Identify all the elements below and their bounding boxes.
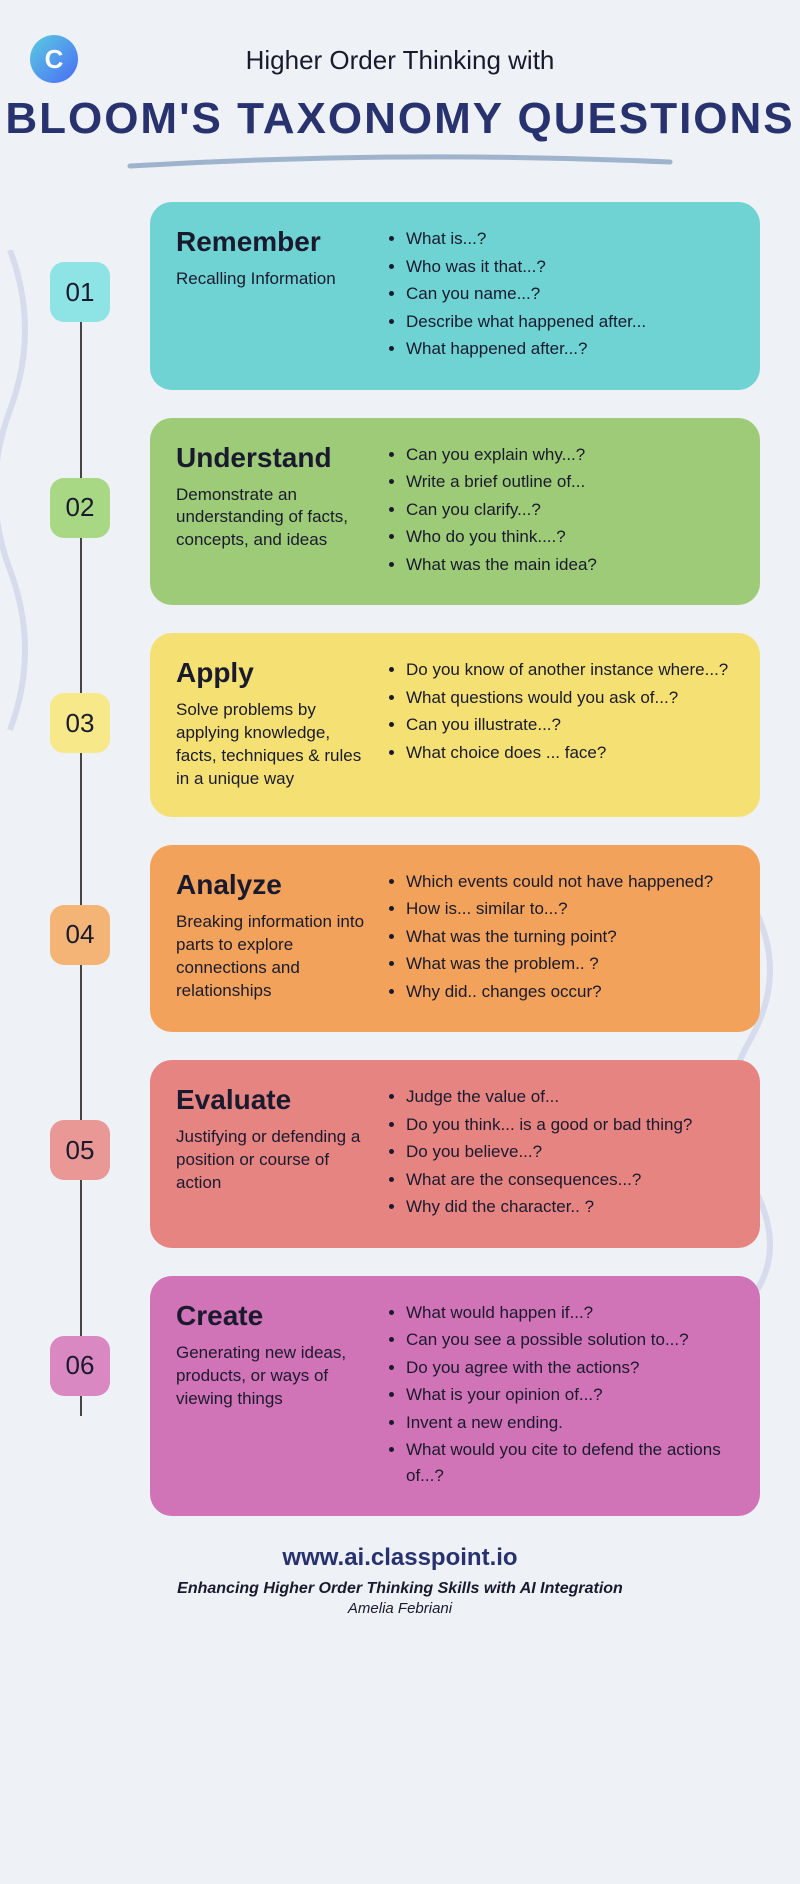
level-row: 01 Remember Recalling Information What is..…: [40, 202, 760, 390]
card-right: Do you know of another instance where...…: [386, 657, 734, 791]
question-item: Who do you think....?: [406, 524, 734, 550]
level-row: 03 Apply Solve problems by applying knowle…: [40, 633, 760, 817]
card-right: What would happen if...?Can you see a po…: [386, 1300, 734, 1491]
level-row: 06 Create Generating new ideas, products, …: [40, 1276, 760, 1517]
question-item: What was the main idea?: [406, 552, 734, 578]
level-card: Apply Solve problems by applying knowledg…: [150, 633, 760, 817]
question-item: What happened after...?: [406, 336, 734, 362]
question-item: What would happen if...?: [406, 1300, 734, 1326]
question-item: Do you know of another instance where...…: [406, 657, 734, 683]
card-left: Evaluate Justifying or defending a positi…: [176, 1084, 366, 1222]
question-item: Write a brief outline of...: [406, 469, 734, 495]
question-item: Do you believe...?: [406, 1139, 734, 1165]
question-item: Why did.. changes occur?: [406, 979, 734, 1005]
footer-url: www.ai.classpoint.io: [0, 1544, 800, 1572]
question-list: Which events could not have happened?How…: [386, 869, 734, 1005]
level-row: 04 Analyze Breaking information into parts…: [40, 845, 760, 1033]
question-item: What was the problem.. ?: [406, 951, 734, 977]
question-item: What was the turning point?: [406, 924, 734, 950]
question-item: Can you explain why...?: [406, 442, 734, 468]
footer-tagline: Enhancing Higher Order Thinking Skills w…: [0, 1580, 800, 1598]
question-item: Who was it that...?: [406, 254, 734, 280]
level-number: 03: [50, 693, 110, 753]
question-item: What are the consequences...?: [406, 1167, 734, 1193]
question-list: What is...?Who was it that...?Can you na…: [386, 226, 734, 362]
question-item: Which events could not have happened?: [406, 869, 734, 895]
levels-container: 01 Remember Recalling Information What is..…: [0, 202, 800, 1516]
level-title: Create: [176, 1300, 366, 1332]
level-title: Remember: [176, 226, 366, 258]
level-row: 02 Understand Demonstrate an understanding…: [40, 418, 760, 606]
question-item: Do you think... is a good or bad thing?: [406, 1112, 734, 1138]
level-card: Create Generating new ideas, products, or…: [150, 1276, 760, 1517]
footer-author: Amelia Febriani: [0, 1600, 800, 1617]
main-title: BLOOM'S TAXONOMY QUESTIONS: [0, 94, 800, 144]
logo-icon: C: [30, 35, 78, 83]
card-left: Remember Recalling Information: [176, 226, 366, 364]
question-item: Can you clarify...?: [406, 497, 734, 523]
level-desc: Breaking information into parts to explo…: [176, 911, 366, 1003]
level-card: Understand Demonstrate an understanding o…: [150, 418, 760, 606]
level-number: 02: [50, 478, 110, 538]
level-title: Evaluate: [176, 1084, 366, 1116]
header: Higher Order Thinking with BLOOM'S TAXON…: [0, 0, 800, 172]
question-item: What is...?: [406, 226, 734, 252]
card-right: Judge the value of...Do you think... is …: [386, 1084, 734, 1222]
level-number: 05: [50, 1120, 110, 1180]
question-item: What is your opinion of...?: [406, 1382, 734, 1408]
card-left: Create Generating new ideas, products, or…: [176, 1300, 366, 1491]
question-item: Do you agree with the actions?: [406, 1355, 734, 1381]
level-row: 05 Evaluate Justifying or defending a posi…: [40, 1060, 760, 1248]
question-item: Describe what happened after...: [406, 309, 734, 335]
card-right: Which events could not have happened?How…: [386, 869, 734, 1007]
title-underline: [120, 152, 680, 172]
level-card: Evaluate Justifying or defending a positi…: [150, 1060, 760, 1248]
level-card: Analyze Breaking information into parts t…: [150, 845, 760, 1033]
question-item: What choice does ... face?: [406, 740, 734, 766]
level-title: Analyze: [176, 869, 366, 901]
question-item: What questions would you ask of...?: [406, 685, 734, 711]
question-item: Can you illustrate...?: [406, 712, 734, 738]
level-number: 06: [50, 1336, 110, 1396]
footer: www.ai.classpoint.io Enhancing Higher Or…: [0, 1544, 800, 1617]
question-item: What would you cite to defend the action…: [406, 1437, 734, 1488]
question-list: Do you know of another instance where...…: [386, 657, 734, 765]
level-title: Understand: [176, 442, 366, 474]
level-number: 01: [50, 262, 110, 322]
level-desc: Generating new ideas, products, or ways …: [176, 1342, 366, 1411]
question-list: What would happen if...?Can you see a po…: [386, 1300, 734, 1489]
question-item: Invent a new ending.: [406, 1410, 734, 1436]
card-left: Apply Solve problems by applying knowledg…: [176, 657, 366, 791]
pretitle: Higher Order Thinking with: [0, 45, 800, 76]
level-desc: Justifying or defending a position or co…: [176, 1126, 366, 1195]
level-number: 04: [50, 905, 110, 965]
question-item: Judge the value of...: [406, 1084, 734, 1110]
card-right: Can you explain why...?Write a brief out…: [386, 442, 734, 580]
level-desc: Solve problems by applying knowledge, fa…: [176, 699, 366, 791]
question-item: Can you name...?: [406, 281, 734, 307]
card-left: Analyze Breaking information into parts t…: [176, 869, 366, 1007]
question-item: Can you see a possible solution to...?: [406, 1327, 734, 1353]
level-desc: Recalling Information: [176, 268, 366, 291]
question-item: How is... similar to...?: [406, 896, 734, 922]
question-item: Why did the character.. ?: [406, 1194, 734, 1220]
question-list: Judge the value of...Do you think... is …: [386, 1084, 734, 1220]
question-list: Can you explain why...?Write a brief out…: [386, 442, 734, 578]
level-title: Apply: [176, 657, 366, 689]
card-left: Understand Demonstrate an understanding o…: [176, 442, 366, 580]
card-right: What is...?Who was it that...?Can you na…: [386, 226, 734, 364]
level-desc: Demonstrate an understanding of facts, c…: [176, 484, 366, 553]
level-card: Remember Recalling Information What is...?…: [150, 202, 760, 390]
